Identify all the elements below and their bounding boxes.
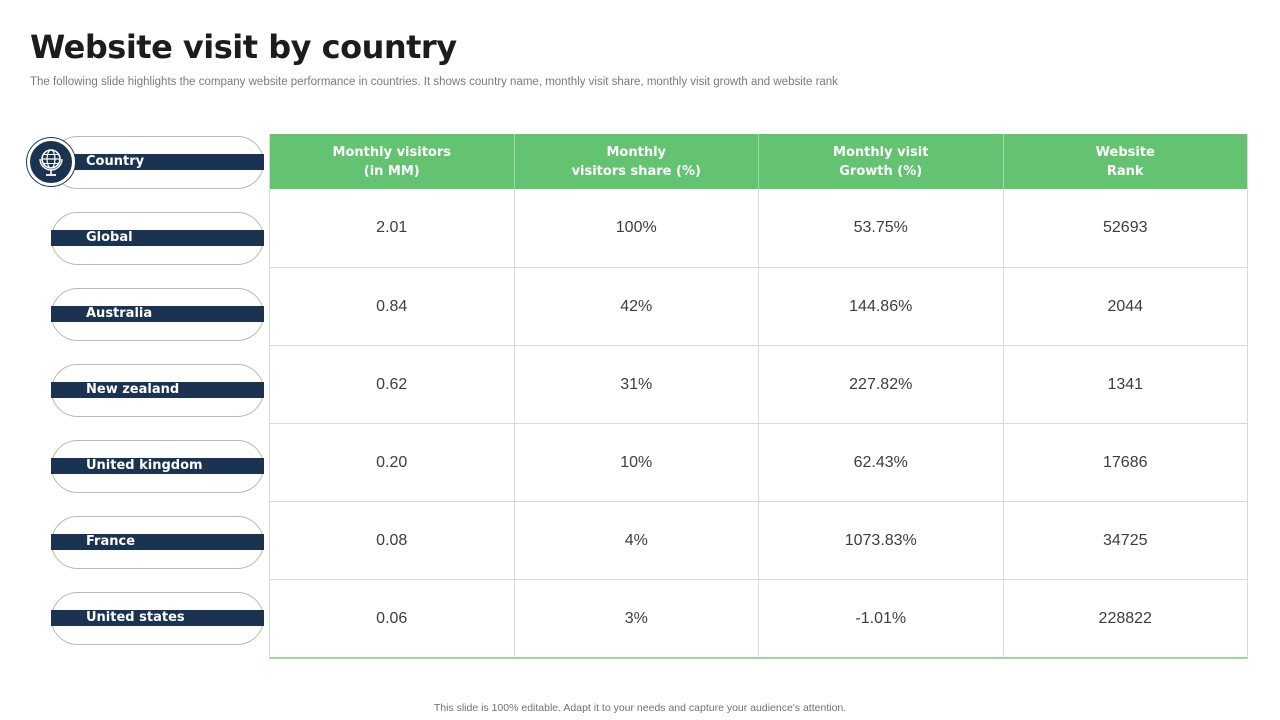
table-cell: 144.86% bbox=[759, 268, 1004, 345]
table-row: 0.20 10% 62.43% 17686 bbox=[270, 423, 1247, 501]
table-cell: 2.01 bbox=[270, 189, 515, 267]
table-cell: 227.82% bbox=[759, 346, 1004, 423]
country-label: Global bbox=[86, 230, 133, 245]
table-cell: 53.75% bbox=[759, 189, 1004, 267]
country-label: United kingdom bbox=[86, 458, 203, 473]
table-cell: 4% bbox=[515, 502, 759, 579]
country-band bbox=[51, 458, 264, 474]
country-band bbox=[51, 230, 264, 246]
table-cell: 34725 bbox=[1103, 531, 1148, 549]
table-row: 0.06 3% -1.01% 228822 bbox=[270, 579, 1247, 657]
country-label: Australia bbox=[86, 306, 153, 321]
column-header: Monthly visit Growth (%) bbox=[759, 134, 1004, 189]
table-cell: 62.43% bbox=[759, 424, 1004, 501]
country-header-band bbox=[51, 154, 264, 170]
table-cell: 10% bbox=[515, 424, 759, 501]
table-cell: 100% bbox=[515, 189, 759, 267]
globe-icon bbox=[39, 149, 63, 176]
footer-note: This slide is 100% editable. Adapt it to… bbox=[433, 702, 847, 714]
table-header-row: Monthly visitors (in MM) Monthly visitor… bbox=[270, 134, 1247, 189]
table-cell: 42% bbox=[515, 268, 759, 345]
column-header: Monthly visitors (in MM) bbox=[270, 134, 515, 189]
table-cell: 3% bbox=[515, 580, 759, 657]
column-header: Monthly visitors share (%) bbox=[515, 134, 759, 189]
country-band bbox=[51, 610, 264, 626]
table-row: 0.84 42% 144.86% 2044 bbox=[270, 267, 1247, 345]
table-cell: 2044 bbox=[1107, 297, 1144, 315]
table-cell: 1073.83% bbox=[759, 502, 1004, 579]
globe-badge bbox=[27, 138, 75, 186]
country-band bbox=[51, 306, 264, 322]
country-label: United states bbox=[86, 610, 185, 625]
column-header: Website Rank bbox=[1095, 144, 1155, 179]
table-cell: 228822 bbox=[1098, 609, 1152, 627]
table-cell: 0.20 bbox=[270, 424, 515, 501]
country-band bbox=[51, 382, 264, 398]
table-cell: 52693 bbox=[1103, 219, 1148, 236]
table-cell: 0.62 bbox=[270, 346, 515, 423]
country-label: France bbox=[86, 534, 136, 549]
table-cell: 0.06 bbox=[270, 580, 515, 657]
country-band bbox=[51, 534, 264, 550]
country-stats-table: Monthly visitors (in MM) Monthly visitor… bbox=[269, 134, 1248, 659]
table-row: 2.01 100% 53.75% 52693 bbox=[270, 189, 1247, 267]
page-subtitle: The following slide highlights the compa… bbox=[30, 76, 838, 88]
table-cell: 0.84 bbox=[270, 268, 515, 345]
table-cell: 1341 bbox=[1107, 375, 1144, 393]
table-cell: -1.01% bbox=[759, 580, 1004, 657]
country-header-label: Country bbox=[86, 154, 145, 169]
country-label: New zealand bbox=[86, 382, 180, 397]
table-row: 0.62 31% 227.82% 1341 bbox=[270, 345, 1247, 423]
table-cell: 17686 bbox=[1103, 453, 1148, 471]
table-cell: 31% bbox=[515, 346, 759, 423]
table-row: 0.08 4% 1073.83% 34725 bbox=[270, 501, 1247, 579]
table-cell: 0.08 bbox=[270, 502, 515, 579]
page-title: Website visit by country bbox=[30, 28, 457, 66]
